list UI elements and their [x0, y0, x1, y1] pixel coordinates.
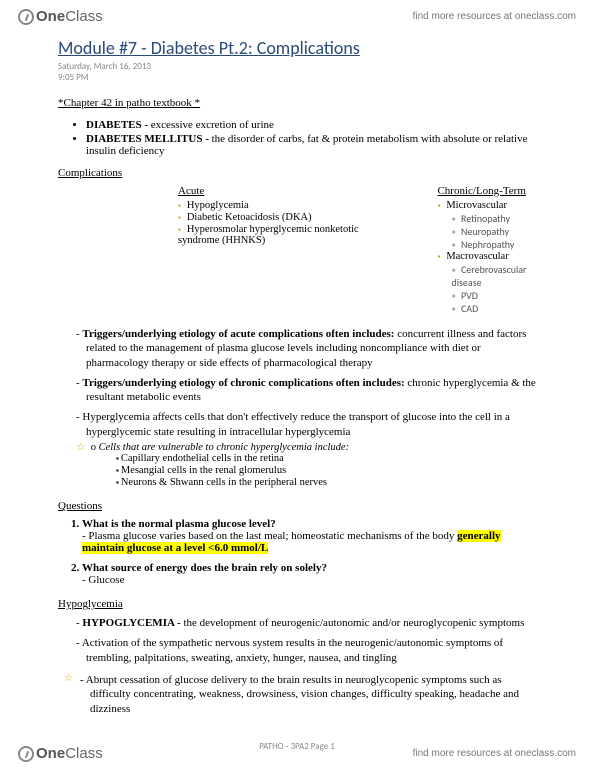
- cell-item: Mesangial cells in the renal glomerulus: [116, 465, 536, 476]
- hypo-def: HYPOGLYCEMIA - the development of neurog…: [76, 616, 536, 630]
- logo-icon: [18, 9, 34, 25]
- vulnerable-cells-list: Capillary endothelial cells in the retin…: [116, 453, 536, 488]
- acute-heading: Acute: [178, 185, 397, 197]
- acute-item: Hypoglycemia: [178, 200, 397, 211]
- hyperglycemia-note: Hyperglycemia affects cells that don't e…: [76, 410, 536, 439]
- logo-text: OneClass: [36, 8, 103, 25]
- chronic-heading: Chronic/Long-Term: [437, 185, 536, 197]
- section-questions: Questions: [58, 500, 536, 512]
- answer-1: Plasma glucose varies based on the last …: [82, 530, 536, 554]
- chronic-subitem: Retinopathy: [451, 212, 536, 225]
- chronic-subitem: Neuropathy: [451, 225, 536, 238]
- document-body: Module #7 - Diabetes Pt.2: Complications…: [0, 37, 594, 722]
- star-note: ☆ Cells that are vulnerable to chronic h…: [76, 441, 536, 453]
- header-tagline: find more resources at oneclass.com: [413, 11, 576, 22]
- logo-icon: [18, 746, 34, 762]
- trigger-chronic: Triggers/underlying etiology of chronic …: [76, 376, 536, 405]
- cell-item: Neurons & Shwann cells in the peripheral…: [116, 477, 536, 488]
- questions-list: What is the normal plasma glucose level?…: [82, 518, 536, 586]
- logo-text: OneClass: [36, 745, 103, 762]
- definitions-list: DIABETES - excessive excretion of urine …: [86, 119, 536, 157]
- star-icon: ☆: [76, 442, 85, 453]
- section-hypoglycemia: Hypoglycemia: [58, 598, 536, 610]
- chronic-item: Macrovascular: [437, 251, 536, 262]
- chronic-item: Microvascular: [437, 200, 536, 211]
- hypo-list: HYPOGLYCEMIA - the development of neurog…: [76, 616, 536, 665]
- chronic-column: Chronic/Long-Term Microvascular Retinopa…: [437, 185, 536, 315]
- chronic-subitem: PVD: [451, 289, 536, 302]
- section-complications: Complications: [58, 167, 536, 179]
- chronic-subitem: Cerebrovascular disease: [451, 263, 536, 289]
- brand-logo-footer: OneClass: [18, 745, 103, 762]
- page-title: Module #7 - Diabetes Pt.2: Complications: [58, 37, 536, 59]
- def-diabetes: DIABETES - excessive excretion of urine: [86, 119, 536, 131]
- question-1: What is the normal plasma glucose level?…: [82, 518, 536, 554]
- trigger-acute: Triggers/underlying etiology of acute co…: [76, 327, 536, 370]
- chapter-note: *Chapter 42 in patho textbook *: [58, 97, 536, 109]
- acute-item: Diabetic Ketoacidosis (DKA): [178, 212, 397, 223]
- answer-2: Glucose: [82, 574, 536, 586]
- acute-column: Acute Hypoglycemia Diabetic Ketoacidosis…: [178, 185, 397, 315]
- star-icon: ☆: [64, 673, 73, 722]
- complications-columns: Acute Hypoglycemia Diabetic Ketoacidosis…: [178, 185, 536, 315]
- chronic-subitem: CAD: [451, 302, 536, 315]
- vulnerable-cells-intro: Cells that are vulnerable to chronic hyp…: [91, 442, 349, 453]
- chronic-subitem: Nephropathy: [451, 238, 536, 251]
- page-footer: OneClass find more resources at oneclass…: [0, 737, 594, 770]
- cell-item: Capillary endothelial cells in the retin…: [116, 453, 536, 464]
- def-diabetes-mellitus: DIABETES MELLITUS - the disorder of carb…: [86, 133, 536, 157]
- star-row: ☆ Abrupt cessation of glucose delivery t…: [64, 673, 536, 722]
- footer-tagline: find more resources at oneclass.com: [413, 748, 576, 759]
- brand-logo: OneClass: [18, 8, 103, 25]
- hypo-p2: Abrupt cessation of glucose delivery to …: [80, 673, 536, 716]
- triggers-list: Triggers/underlying etiology of acute co…: [76, 327, 536, 439]
- question-2: What source of energy does the brain rel…: [82, 562, 536, 586]
- doc-time: 9:05 PM: [58, 72, 536, 83]
- doc-date: Saturday, March 16, 2013: [58, 61, 536, 72]
- hypo-p1: Activation of the sympathetic nervous sy…: [76, 636, 536, 665]
- acute-item: Hyperosmolar hyperglycemic nonketotic sy…: [178, 224, 397, 246]
- page-header: OneClass find more resources at oneclass…: [0, 0, 594, 33]
